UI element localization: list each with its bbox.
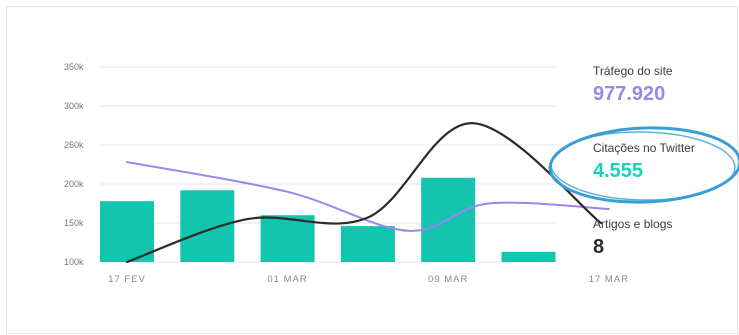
bar xyxy=(100,201,154,262)
bar xyxy=(340,226,395,262)
traffic-label: Tráfego do site xyxy=(593,64,673,78)
grid-lines xyxy=(100,66,556,263)
twitter-label: Citações no Twitter xyxy=(593,141,695,155)
bar xyxy=(180,190,235,262)
bar xyxy=(260,215,315,262)
black-series-line xyxy=(125,122,602,264)
chart-card xyxy=(6,6,738,334)
y-tick-label: 250k xyxy=(64,140,84,150)
circle-stroke xyxy=(550,131,736,201)
x-tick-label: 01 MAR xyxy=(267,274,307,285)
twitter-value: 4.555 xyxy=(593,160,644,182)
purple-series-line xyxy=(126,161,610,232)
articles-label: Artigos e blogs xyxy=(593,217,673,231)
y-tick-label: 100k xyxy=(64,257,84,267)
y-tick-label: 200k xyxy=(64,179,84,189)
articles-value: 8 xyxy=(593,236,605,258)
series-lines xyxy=(125,122,610,264)
y-axis-ticks: 100k 150k 200k 250k 300k 350k xyxy=(64,62,84,267)
x-tick-label: 17 MAR xyxy=(589,274,629,285)
y-tick-label: 150k xyxy=(64,218,84,228)
y-tick-label: 350k xyxy=(64,62,84,72)
circle-stroke xyxy=(548,126,739,204)
traffic-value: 977.920 xyxy=(593,83,666,105)
bars xyxy=(100,177,556,262)
y-tick-label: 300k xyxy=(64,101,84,111)
bar xyxy=(501,251,556,262)
twitter-circle-annotation xyxy=(548,126,739,204)
x-tick-label: 17 FEV xyxy=(108,274,146,285)
x-axis-ticks: 17 FEV 01 MAR 09 MAR 17 MAR xyxy=(108,274,629,285)
x-tick-label: 09 MAR xyxy=(428,274,468,285)
